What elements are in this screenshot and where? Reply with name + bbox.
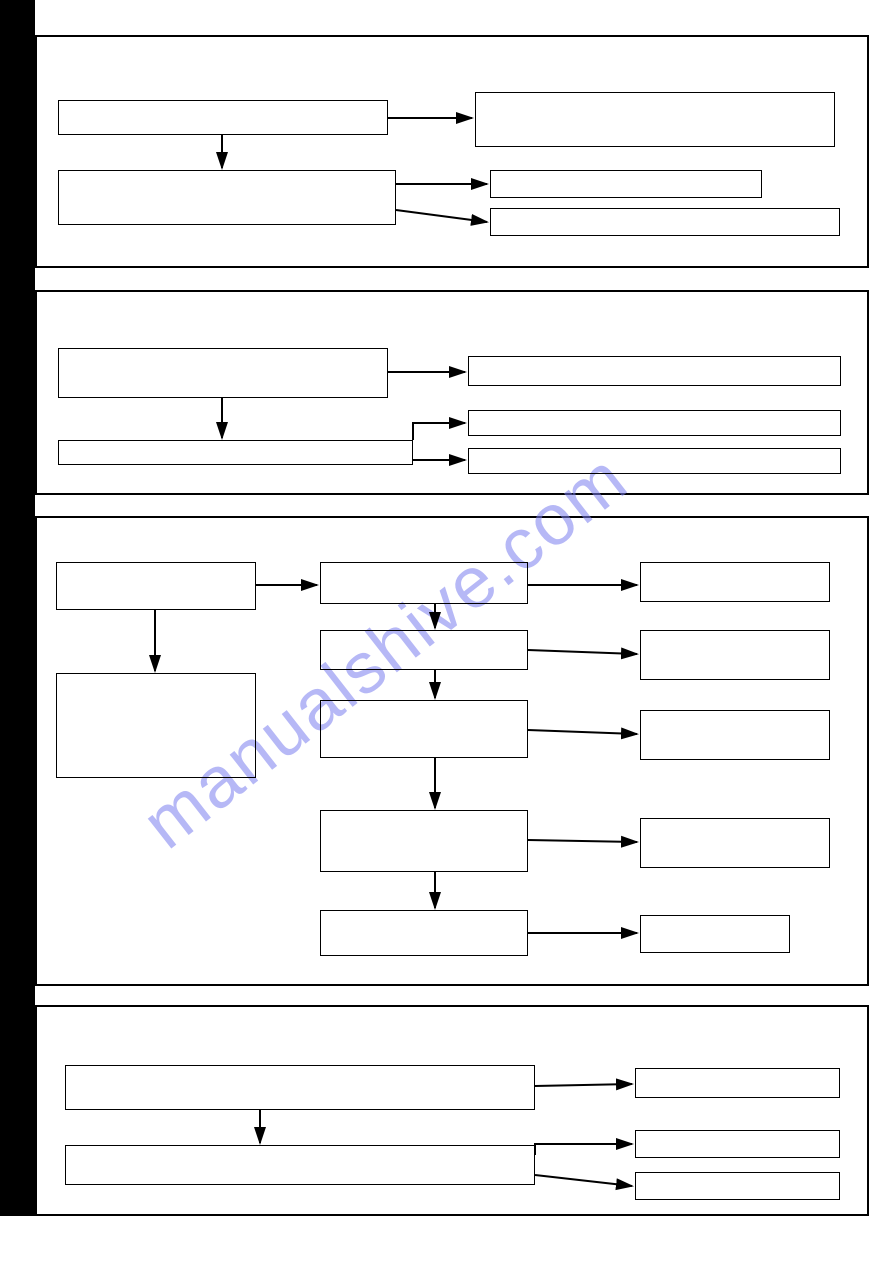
flowchart-box xyxy=(635,1068,840,1098)
flowchart-box xyxy=(635,1172,840,1200)
flowchart-box xyxy=(320,910,528,956)
flowchart-box xyxy=(640,630,830,680)
flowchart-box xyxy=(320,630,528,670)
flowchart-box xyxy=(468,356,841,386)
flowchart-box xyxy=(320,700,528,758)
flowchart-box xyxy=(58,440,413,465)
flowchart-box xyxy=(468,410,841,436)
flowchart-box xyxy=(65,1145,535,1185)
flowchart-box xyxy=(468,448,841,474)
flowchart-box xyxy=(640,915,790,953)
left-sidebar xyxy=(0,0,35,1216)
flowchart-box xyxy=(56,673,256,778)
flowchart-box xyxy=(320,562,528,604)
flowchart-box xyxy=(490,170,762,198)
flowchart-box xyxy=(58,170,396,225)
flowchart-box xyxy=(320,810,528,872)
flowchart-box xyxy=(640,818,830,868)
flowchart-box xyxy=(65,1065,535,1110)
flowchart-box xyxy=(56,562,256,610)
flowchart-box xyxy=(640,562,830,602)
flowchart-box xyxy=(475,92,835,147)
flowchart-box xyxy=(58,348,388,398)
flowchart-box xyxy=(640,710,830,760)
flowchart-box xyxy=(635,1130,840,1158)
flowchart-box xyxy=(490,208,840,236)
flowchart-box xyxy=(58,100,388,135)
